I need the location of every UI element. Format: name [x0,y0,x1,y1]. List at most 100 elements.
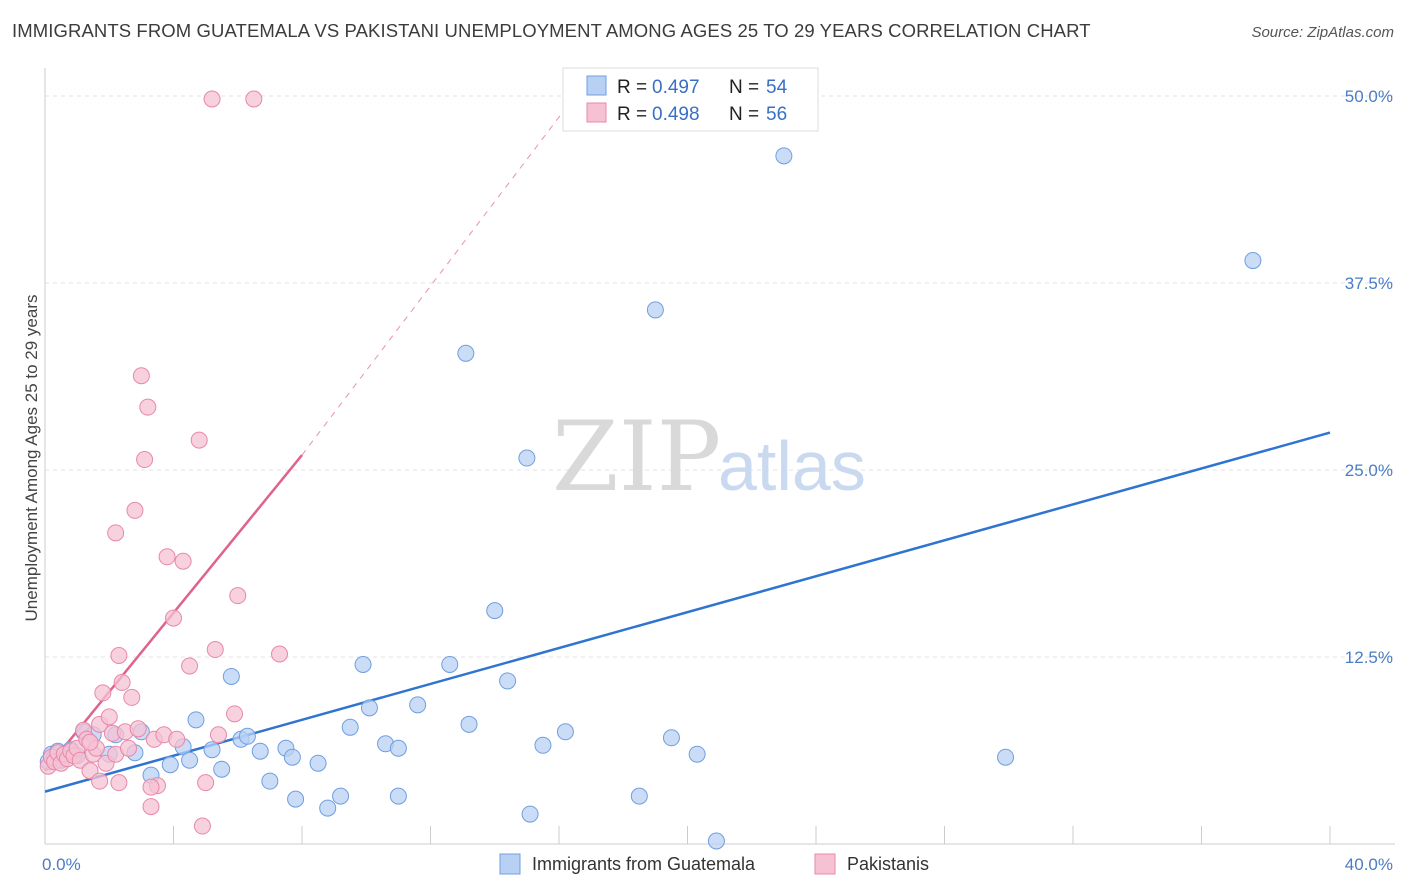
guatemala-point-28 [287,790,305,808]
pakistanis-point-27 [126,501,144,519]
pakistanis-point-51 [110,774,128,792]
legend-swatch-pakistanis [586,102,607,123]
guatemala-point-17 [181,751,199,769]
pakistanis-point-45 [209,726,227,744]
guatemala-point-38 [409,696,427,714]
guatemala-point-50 [662,729,680,747]
x-tick-labels: 0.0% 40.0% [42,855,1393,874]
bottom-legend-swatch-guatemala [499,853,521,875]
bottom-legend-swatch-pakistanis [814,853,836,875]
pakistanis-point-47 [226,705,244,723]
guatemala-point-30 [319,799,337,817]
watermark-zip: ZIP [552,401,721,513]
guatemala-point-29 [309,754,327,772]
pakistanis-point-42 [193,817,211,835]
guatemala-point-47 [556,723,574,741]
pakistanis-point-32 [142,798,160,816]
correlation-legend: R = 0.497 N = 54 R = 0.498 N = 56 [562,67,819,132]
guatemala-point-23 [238,727,256,745]
data-points [39,90,1262,850]
y-tick-label-0: 12.5% [1345,648,1393,667]
pakistanis-point-50 [271,645,289,663]
guatemala-point-18 [187,711,205,729]
legend-r-value-2: 0.498 [652,104,700,125]
pakistanis-point-53 [142,778,160,796]
grid-lines [45,95,1395,658]
pakistanis-point-28 [129,720,147,738]
guatemala-point-42 [486,602,504,620]
guatemala-point-25 [261,772,279,790]
guatemala-point-24 [251,742,269,760]
legend-n-label-2: N = [729,104,759,125]
pakistanis-point-25 [120,739,138,757]
guatemala-point-48 [630,787,648,805]
pakistanis-point-17 [94,684,112,702]
guatemala-point-53 [775,147,793,165]
guatemala-point-15 [161,756,179,774]
guatemala-point-32 [341,718,359,736]
guatemala-point-19 [203,741,221,759]
chart-source: Source: ZipAtlas.com [1251,24,1394,41]
pakistanis-point-44 [206,641,224,659]
guatemala-point-21 [222,667,240,685]
guatemala-point-55 [1244,252,1262,270]
guatemala-point-46 [534,736,552,754]
guatemala-point-44 [518,449,536,467]
guatemala-point-31 [332,787,350,805]
legend-n-label-1: N = [729,77,759,98]
guatemala-point-52 [707,832,725,850]
legend-swatch-guatemala [586,75,607,96]
pakistanis-point-22 [110,647,128,665]
guatemala-trend-line [44,431,1331,793]
guatemala-point-49 [646,301,664,319]
chart-title: IMMIGRANTS FROM GUATEMALA VS PAKISTANI U… [12,20,1091,41]
guatemala-point-45 [521,805,539,823]
legend-r-label-2: R = [617,104,647,125]
pakistanis-point-13 [81,762,99,780]
guatemala-point-36 [389,739,407,757]
series-legend: Immigrants from Guatemala Pakistanis [499,853,929,875]
bottom-legend-label-guatemala: Immigrants from Guatemala [532,854,756,874]
pakistanis-point-36 [158,548,176,566]
pakistanis-point-31 [139,398,157,416]
y-tick-label-2: 37.5% [1345,274,1393,293]
pakistanis-point-39 [174,552,192,570]
pakistanis-point-26 [123,688,141,706]
pakistanis-point-48 [229,587,247,605]
y-tick-label-3: 50.0% [1345,87,1393,106]
watermark-atlas: atlas [718,427,866,505]
legend-r-value-1: 0.497 [652,77,700,98]
pakistanis-point-29 [132,367,150,385]
pakistanis-point-38 [168,730,186,748]
x-tick-label-0: 0.0% [42,855,81,874]
pakistanis-point-41 [190,431,208,449]
guatemala-point-54 [997,748,1015,766]
legend-r-label-1: R = [617,77,647,98]
pakistanis-point-49 [245,90,263,108]
guatemala-point-33 [354,655,372,673]
guatemala-point-20 [213,760,231,778]
guatemala-point-51 [688,745,706,763]
legend-n-value-1: 54 [766,77,788,98]
guatemala-point-34 [360,699,378,717]
pakistanis-point-55 [81,733,99,751]
bottom-legend-label-pakistanis: Pakistanis [847,854,929,874]
y-axis-label: Unemployment Among Ages 25 to 29 years [22,295,41,622]
pakistanis-point-30 [136,451,154,469]
y-tick-labels: 12.5% 25.0% 37.5% 50.0% [1345,87,1393,667]
pakistanis-point-54 [107,524,125,542]
pakistanis-point-46 [203,90,221,108]
pakistanis-point-52 [91,772,109,790]
guatemala-point-37 [389,787,407,805]
pakistanis-trend-extension [301,95,576,456]
guatemala-point-40 [460,715,478,733]
guatemala-point-43 [499,672,517,690]
pakistanis-point-37 [165,609,182,627]
y-tick-label-1: 25.0% [1345,461,1393,480]
legend-n-value-2: 56 [766,104,787,125]
pakistanis-point-43 [197,774,215,792]
guatemala-point-27 [283,748,301,766]
pakistanis-point-40 [181,657,199,675]
guatemala-point-39 [441,655,459,673]
